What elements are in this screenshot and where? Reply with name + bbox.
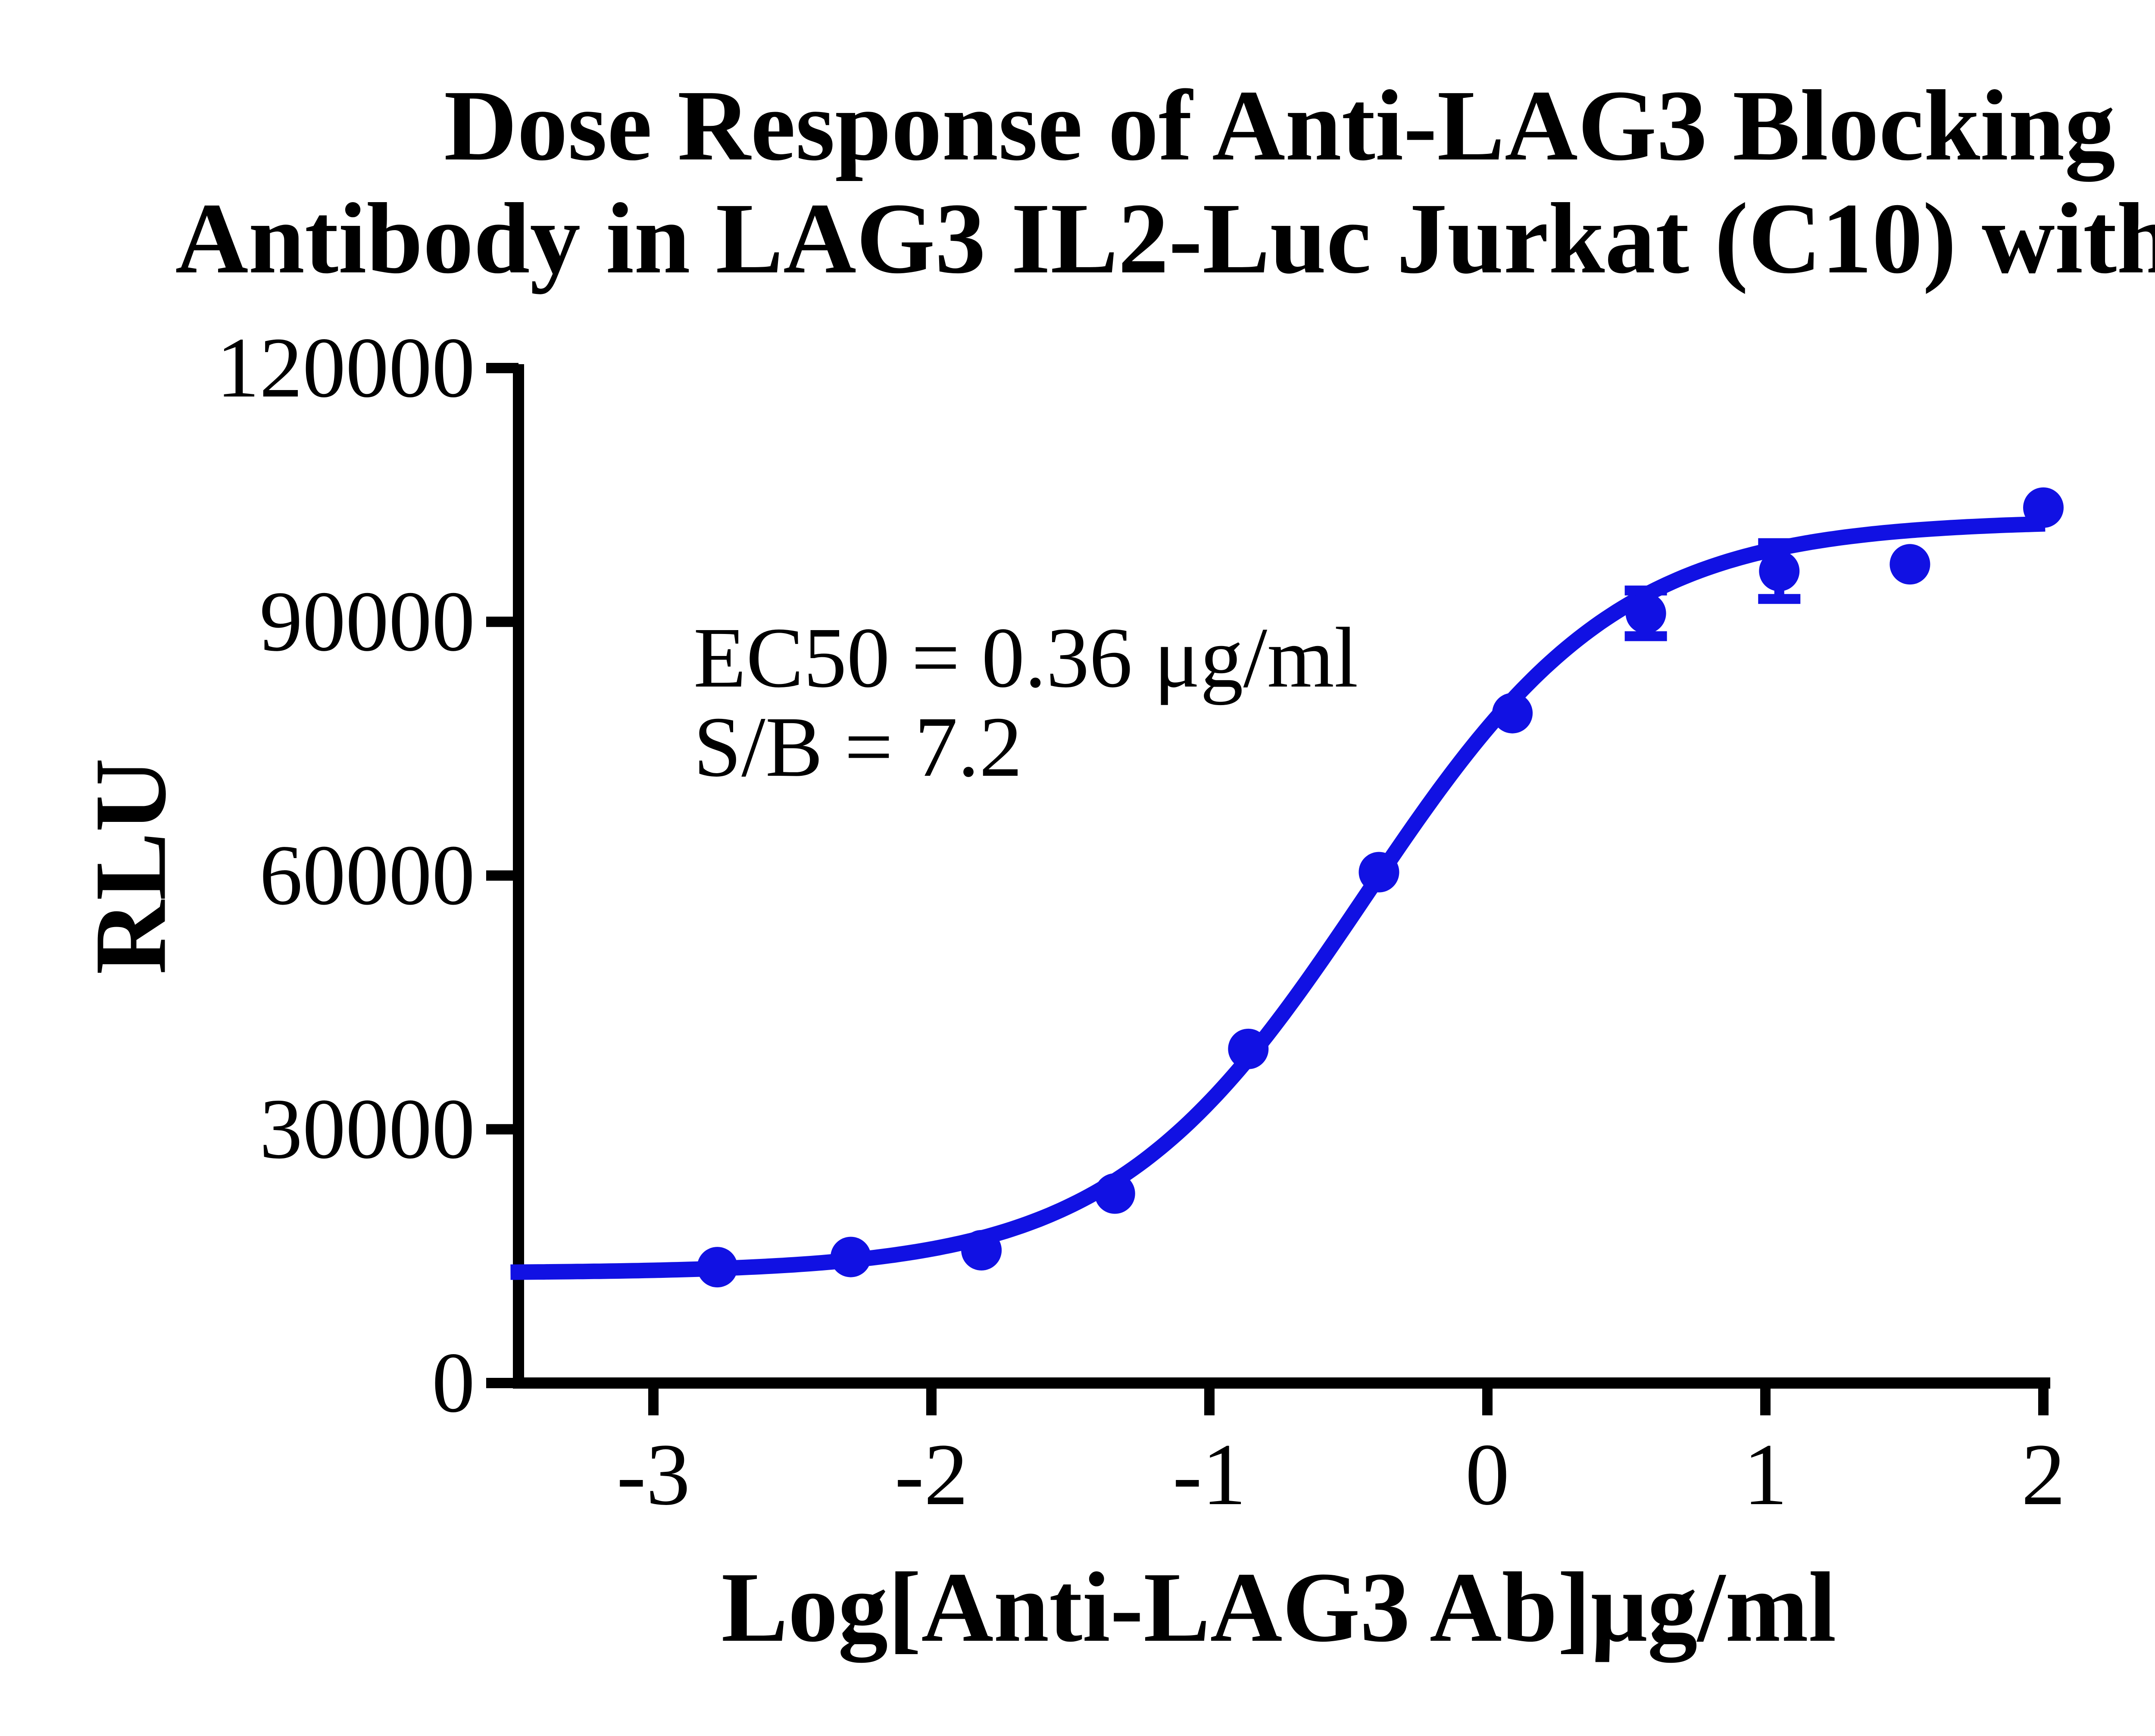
y-tick-label: 90000	[259, 574, 475, 669]
x-tick-label: -3	[617, 1426, 690, 1524]
y-tick-label: 30000	[259, 1081, 475, 1177]
data-point	[1625, 593, 1666, 634]
data-point	[1492, 693, 1533, 734]
x-axis-label: Log[Anti-LAG3 Ab]μg/ml	[721, 1552, 1836, 1663]
y-tick-label: 0	[432, 1335, 475, 1430]
data-point	[1359, 852, 1399, 893]
y-tick-label: 60000	[259, 828, 475, 923]
chart-title: Dose Response of Anti-LAG3 Blocking Anti…	[108, 69, 2155, 295]
chart-title-line1: Dose Response of Anti-LAG3 Blocking	[444, 69, 2115, 181]
data-point	[2023, 487, 2064, 528]
data-point	[1228, 1028, 1269, 1069]
x-tick-label: -1	[1173, 1426, 1246, 1524]
data-point	[830, 1236, 871, 1277]
fit-curve	[510, 516, 2046, 1280]
x-tick-label: 0	[1465, 1426, 1510, 1524]
data-point	[1759, 551, 1800, 591]
signal-background-annotation: S/B = 7.2	[693, 699, 1022, 795]
data-point	[697, 1247, 738, 1288]
y-tick-label: 120000	[216, 320, 475, 415]
ec50-annotation: EC50 = 0.36 μg/ml	[693, 610, 1359, 706]
x-tick-label: 2	[2021, 1426, 2066, 1524]
data-point	[961, 1230, 1002, 1271]
x-tick-label: -2	[895, 1426, 968, 1524]
x-tick-label: 1	[1743, 1426, 1788, 1524]
fit-annotation: EC50 = 0.36 μg/ml S/B = 7.2	[693, 613, 1358, 792]
data-point	[1890, 544, 1930, 585]
chart-title-line2: Antibody in LAG3 IL2-Luc Jurkat (C10) wi…	[175, 182, 2155, 294]
data-point	[1094, 1173, 1135, 1214]
